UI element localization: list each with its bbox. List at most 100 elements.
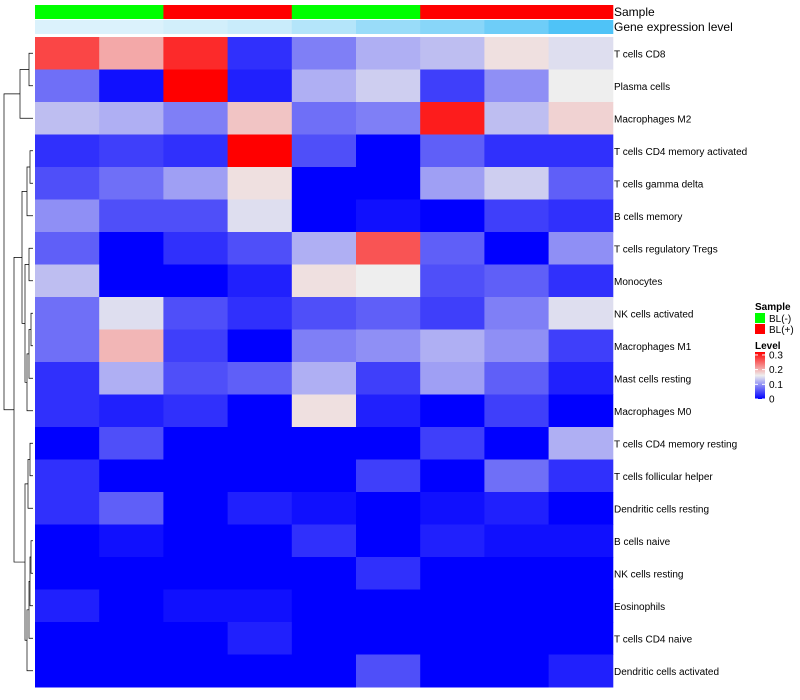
heatmap-cell — [291, 37, 357, 70]
heatmap-cell — [484, 297, 550, 330]
heatmap-cell — [163, 102, 229, 135]
dendrogram-branch — [28, 52, 33, 87]
heatmap-cell — [163, 69, 229, 103]
heatmap-cell — [227, 134, 293, 168]
expression-anno-cell — [420, 20, 485, 34]
row-label: T cells gamma delta — [614, 179, 704, 190]
heatmap-cell — [99, 102, 164, 135]
row-label: Eosinophils — [614, 602, 665, 613]
heatmap-cell — [163, 232, 229, 265]
dendrogram-branch — [26, 353, 33, 412]
heatmap-cell — [356, 557, 421, 590]
row-labels: T cells CD8 Plasma cells Macrophages M2 T c… — [614, 49, 747, 678]
row-label: Macrophages M0 — [614, 407, 692, 418]
heatmap-cell — [227, 297, 293, 330]
heatmap-cell — [163, 297, 229, 330]
heatmap-cell — [356, 427, 421, 460]
heatmap-cell — [99, 622, 164, 655]
row-label: T cells CD4 naive — [614, 634, 693, 645]
heatmap-cell — [484, 329, 550, 363]
expression-anno-cell — [35, 20, 100, 34]
dendrogram-branch — [24, 483, 28, 641]
heatmap-cell — [291, 589, 357, 623]
annotation-label-sample: Sample — [614, 5, 655, 19]
legend-label-bl-pos: BL(+) — [769, 325, 794, 336]
expression-anno-cell — [163, 20, 229, 34]
heatmap-cell — [35, 69, 100, 103]
heatmap-cell — [227, 557, 293, 590]
heatmap-cell — [548, 427, 614, 460]
heatmap-cell — [420, 524, 485, 558]
heatmap-cell — [484, 199, 550, 233]
heatmap-cell — [227, 524, 293, 558]
heatmap-cell — [484, 167, 550, 200]
row-label: NK cells activated — [614, 309, 693, 320]
heatmap-cell — [163, 427, 229, 460]
heatmap-cell — [356, 167, 421, 200]
dendrogram-branch — [26, 609, 33, 672]
heatmap-cell — [420, 37, 485, 70]
heatmap-cell — [163, 264, 229, 298]
row-label: T cells CD8 — [614, 49, 666, 60]
legend-level-tick-label: 0.1 — [769, 380, 783, 391]
heatmap-cell — [227, 362, 293, 395]
heatmap-cell — [227, 589, 293, 623]
heatmap-cell — [484, 459, 550, 493]
heatmap-cell — [227, 69, 293, 103]
heatmap-cell — [484, 102, 550, 135]
heatmap-cell — [484, 264, 550, 298]
sample-anno-cell — [163, 5, 229, 19]
heatmap-cell — [99, 524, 164, 558]
heatmap-cell — [227, 264, 293, 298]
legend-swatch-bl-neg — [755, 313, 765, 323]
heatmap-cell — [548, 362, 614, 395]
row-label: Dendritic cells activated — [614, 667, 719, 678]
heatmap-cell — [163, 329, 229, 363]
dendrogram-branch — [13, 257, 25, 563]
heatmap-cell — [420, 102, 485, 135]
heatmap-cell — [227, 394, 293, 428]
heatmap-cell — [227, 427, 293, 460]
heatmap-cell — [356, 37, 421, 70]
heatmap-cell — [291, 167, 357, 200]
heatmap-cell — [356, 102, 421, 135]
heatmap-cell — [291, 69, 357, 103]
heatmap-cell — [420, 297, 485, 330]
sample-anno-cell — [484, 5, 550, 19]
heatmap-cell — [99, 167, 164, 200]
heatmap-cell — [99, 329, 164, 363]
heatmap-cell — [484, 232, 550, 265]
heatmap-cell — [35, 232, 100, 265]
heatmap-cell — [163, 199, 229, 233]
expression-anno-cell — [356, 20, 421, 34]
heatmap-cell — [163, 37, 229, 70]
legend-level-title: Level — [755, 341, 781, 352]
expression-anno-cell — [291, 20, 357, 34]
dendrogram-branch — [29, 556, 33, 607]
heatmap-cell — [548, 264, 614, 298]
heatmap-cell — [35, 37, 100, 70]
heatmap-cell — [291, 102, 357, 135]
heatmap-cell — [227, 102, 293, 135]
heatmap-cell — [484, 557, 550, 590]
heatmap-cell — [420, 459, 485, 493]
sample-anno-cell — [420, 5, 485, 19]
legend-level-tick-label: 0.3 — [769, 350, 783, 361]
heatmap-cell — [548, 167, 614, 200]
heatmap-cell — [291, 524, 357, 558]
heatmap-cell — [35, 557, 100, 590]
row-label: Monocytes — [614, 277, 662, 288]
heatmap-cell — [420, 362, 485, 395]
heatmap-cell — [35, 492, 100, 525]
heatmap-cell — [35, 297, 100, 330]
legend-level-tick-label: 0.2 — [769, 365, 783, 376]
heatmap-cell — [548, 134, 614, 168]
heatmap-cell — [163, 589, 229, 623]
sample-anno-cell — [548, 5, 614, 19]
legend-sample-title: Sample — [755, 302, 791, 313]
row-dendrogram — [3, 52, 33, 672]
heatmap-cell — [548, 654, 614, 688]
heatmap-cell — [484, 654, 550, 688]
heatmap-cell — [291, 297, 357, 330]
expression-anno-cell — [548, 20, 614, 34]
